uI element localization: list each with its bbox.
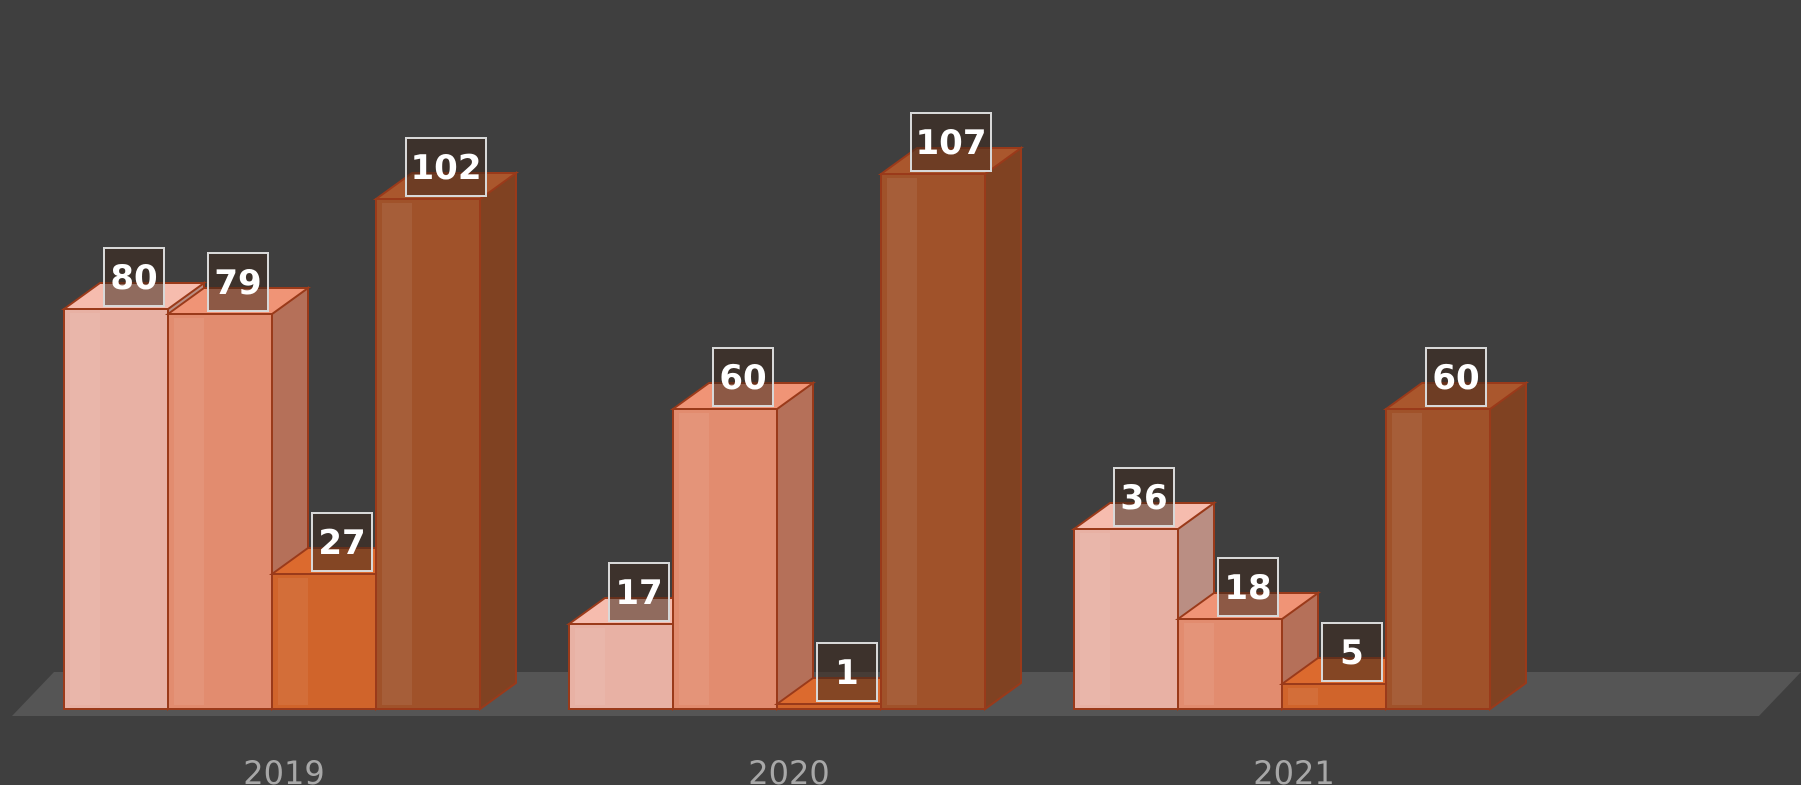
labels-layer: 80 79 27 102 17 60 1 107 36 18 5 60 <box>103 112 1487 702</box>
bar-highlight <box>278 578 308 705</box>
data-label-box <box>103 247 165 307</box>
data-label-box <box>1113 467 1175 527</box>
bar-front-face <box>167 313 273 710</box>
data-label-box <box>405 137 487 197</box>
data-label-2020-s4: 107 <box>910 112 992 172</box>
category-label-2019: 2019 <box>243 754 324 785</box>
bar-front-face <box>1073 528 1179 710</box>
data-label-2021-s4: 60 <box>1425 347 1487 407</box>
bar-front-face <box>375 198 481 710</box>
data-label-2021-s1: 36 <box>1113 467 1175 527</box>
data-label-box <box>1217 557 1279 617</box>
bar-front-face <box>568 623 674 710</box>
bar-highlight <box>1080 533 1110 705</box>
data-label-box <box>311 512 373 572</box>
bar-front-face <box>672 408 778 710</box>
bar-highlight <box>70 313 100 705</box>
data-label-2019-s3: 27 <box>311 512 373 572</box>
data-label-box <box>608 562 670 622</box>
bar-highlight <box>1184 623 1214 705</box>
data-label-text: 18 <box>1224 568 1271 608</box>
data-label-box <box>1425 347 1487 407</box>
bar-front-face <box>880 173 986 710</box>
data-label-box <box>816 642 878 702</box>
bar-side-face <box>984 146 1022 711</box>
bar-highlight <box>1288 688 1318 705</box>
data-label-box <box>712 347 774 407</box>
data-label-text: 79 <box>214 263 261 303</box>
data-label-text: 1 <box>835 653 859 693</box>
bar-highlight <box>887 178 917 705</box>
data-label-text: 60 <box>1432 358 1479 398</box>
data-label-box <box>207 252 269 312</box>
data-label-text: 36 <box>1120 478 1167 518</box>
data-label-2020-s1: 17 <box>608 562 670 622</box>
bar-highlight <box>575 628 605 705</box>
bar-front-face <box>63 308 169 710</box>
data-label-text: 102 <box>411 148 482 188</box>
bar-2021-s4 <box>1382 381 1530 711</box>
data-label-2021-s3: 5 <box>1321 622 1383 682</box>
category-axis: 2019 2020 2021 <box>243 754 1334 785</box>
bar-highlight <box>174 318 204 705</box>
data-label-box <box>910 112 992 172</box>
data-label-text: 80 <box>110 258 157 298</box>
bar-side-face <box>1489 381 1527 711</box>
category-label-2021: 2021 <box>1253 754 1334 785</box>
data-label-text: 60 <box>719 358 766 398</box>
data-label-2019-s4: 102 <box>405 137 487 197</box>
category-label-2020: 2020 <box>748 754 829 785</box>
bar-highlight <box>679 413 709 705</box>
data-label-2021-s2: 18 <box>1217 557 1279 617</box>
data-label-text: 27 <box>318 523 365 563</box>
data-label-2019-s1: 80 <box>103 247 165 307</box>
data-label-text: 5 <box>1340 633 1364 673</box>
data-label-text: 107 <box>916 123 987 163</box>
bar-front-face <box>1177 618 1283 710</box>
bar-highlight <box>382 203 412 705</box>
data-label-2020-s2: 60 <box>712 347 774 407</box>
bar-2020-s4 <box>877 146 1025 711</box>
bar-2019-s4 <box>372 171 520 711</box>
data-label-text: 17 <box>615 573 662 613</box>
bars-layer <box>60 146 1530 711</box>
bar-highlight <box>1392 413 1422 705</box>
data-label-box <box>1321 622 1383 682</box>
data-label-2020-s3: 1 <box>816 642 878 702</box>
bar-2020-s2 <box>669 381 817 711</box>
bar-side-face <box>479 171 517 711</box>
bar-side-face <box>776 381 814 711</box>
data-label-2019-s2: 79 <box>207 252 269 312</box>
